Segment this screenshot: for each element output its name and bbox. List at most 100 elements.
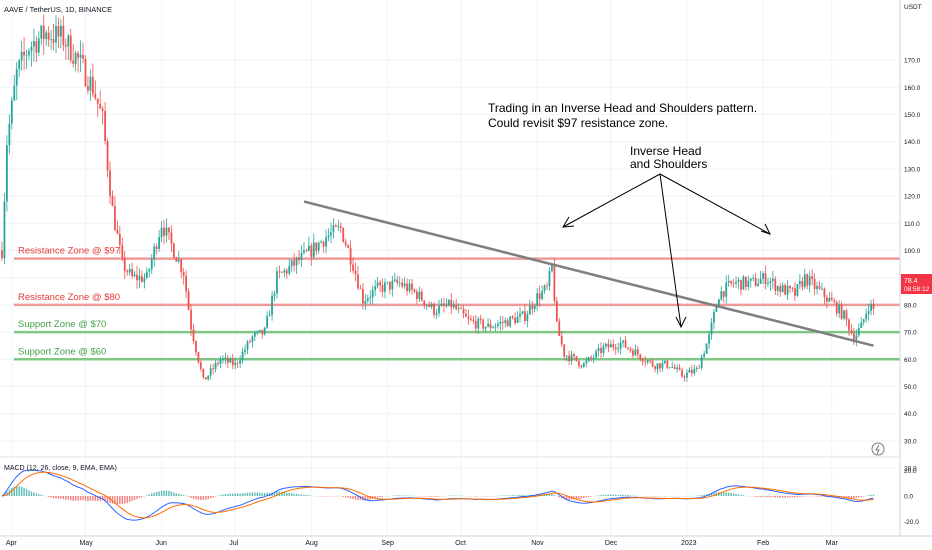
candle-body [867, 310, 870, 314]
macd-bar [553, 494, 556, 496]
candle-body [538, 293, 541, 300]
candle-body [484, 326, 487, 329]
candle-body [62, 25, 65, 46]
macd-bar [872, 494, 875, 496]
macd-bar [855, 496, 858, 498]
candle-body [727, 280, 730, 283]
candle-body [334, 225, 337, 227]
candle-body [600, 347, 602, 353]
time-tick-label: Feb [757, 540, 769, 547]
candle-body [695, 367, 698, 370]
macd-bar [251, 492, 254, 496]
macd-bar [121, 496, 123, 504]
candle-body [342, 228, 345, 242]
candle-body [609, 344, 612, 348]
candle-body [273, 293, 276, 296]
candle-body [447, 299, 450, 306]
candle-body [435, 313, 438, 315]
candle-body [791, 287, 794, 289]
candle-body [82, 54, 84, 59]
macd-bar [573, 496, 575, 500]
candle-body [509, 316, 512, 327]
time-tick-label: Aug [305, 540, 318, 547]
candle-body [612, 344, 615, 348]
candle-body [798, 281, 801, 285]
candle-body [413, 289, 416, 292]
candle-body [337, 226, 340, 228]
candle-body [121, 244, 124, 258]
candle-body [720, 291, 723, 300]
macd-bar [101, 496, 104, 501]
macd-bar [195, 496, 197, 500]
price-tick-label: 80.0 [904, 302, 917, 309]
macd-bar [84, 496, 87, 501]
macd-bar [399, 495, 401, 496]
candle-body [396, 279, 399, 283]
candle-body [261, 329, 264, 335]
macd-bar [772, 496, 774, 498]
trendline-layer[interactable] [303, 200, 874, 347]
candle-body [526, 314, 529, 322]
candle-body [408, 283, 411, 292]
macd-bar [187, 496, 190, 497]
macd-bar [737, 494, 740, 496]
time-tick-label: Dec [605, 540, 618, 547]
macd-bar [23, 487, 25, 496]
macd-bar [72, 496, 74, 501]
candle-body [305, 250, 308, 252]
candle-body [285, 270, 288, 274]
candle-body [661, 363, 664, 369]
macd-bar [401, 495, 403, 496]
candle-body [50, 39, 52, 40]
macd-bar [67, 496, 69, 500]
alert-clock-icon[interactable] [871, 442, 885, 456]
macd-bar [202, 496, 205, 500]
candle-body [828, 297, 831, 302]
macd-bar [342, 496, 344, 497]
candle-body [60, 25, 62, 37]
candle-body [683, 376, 686, 378]
candle-body [136, 274, 138, 281]
macd-bar [50, 496, 52, 498]
candle-body [776, 286, 779, 291]
candle-body [764, 273, 767, 285]
macd-bar [615, 494, 617, 496]
time-tick-label: Jul [229, 540, 238, 547]
candle-body [403, 283, 406, 287]
candle-body [632, 350, 634, 356]
candle-body [767, 282, 769, 285]
macd-bar [295, 493, 298, 496]
candle-body [528, 305, 531, 315]
candle-body [482, 319, 485, 329]
candle-body [199, 362, 202, 369]
candle-body [852, 333, 855, 343]
candle-body [656, 363, 659, 370]
macd-bar [791, 496, 794, 498]
candle-body [445, 305, 448, 307]
candle-body [803, 274, 806, 287]
candle-body [499, 321, 502, 324]
candle-body [170, 232, 173, 244]
candle-body [693, 369, 696, 374]
candle-body [106, 140, 109, 171]
trendline[interactable] [303, 200, 874, 347]
macd-bar [92, 496, 94, 501]
macd-bar [124, 496, 126, 504]
macd-bar [119, 496, 121, 505]
candle-body [639, 354, 642, 360]
macd-bar [514, 495, 516, 496]
candle-body [283, 270, 286, 273]
macd-bar [200, 496, 202, 500]
candle-body [644, 361, 647, 363]
macd-bar [536, 494, 538, 496]
candle-body [222, 358, 224, 360]
macd-bar [234, 493, 236, 496]
candle-body [415, 291, 418, 299]
macd-bar [65, 496, 67, 500]
candle-body [651, 361, 654, 367]
candle-body [180, 259, 183, 273]
candle-body [18, 60, 21, 70]
candle-body [575, 356, 578, 361]
